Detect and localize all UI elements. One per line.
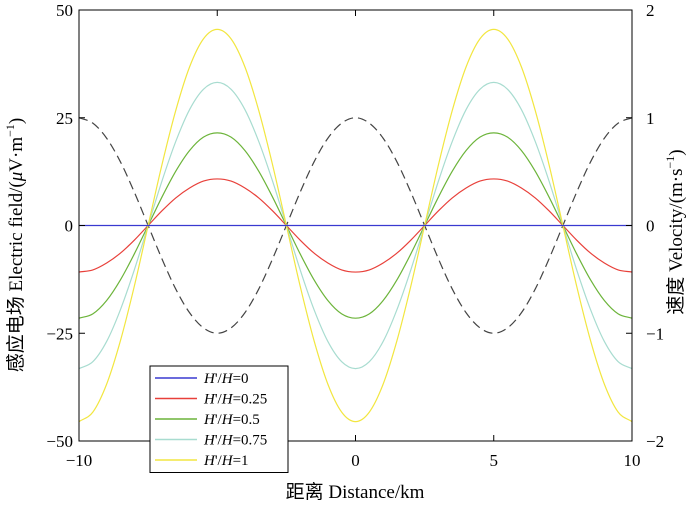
y-left-tick-label: 25 [56, 109, 73, 128]
legend: H'/H=0 H'/H=0.25 H'/H=0.5 H'/H=0.75 H'/H=1 [149, 365, 289, 473]
y-right-tick-label: 1 [646, 109, 655, 128]
x-tick-label: −10 [66, 451, 93, 470]
y-axis-title-right-part-3: ) [666, 149, 687, 155]
y-left-tick-label: −25 [46, 324, 73, 343]
y-axis-title-left-sup: −1 [3, 124, 17, 137]
x-axis-title: 距离 Distance/km [286, 481, 425, 503]
y-axis-title-left: 感应电场 Electric field/(μV·m−1) [3, 118, 27, 372]
y-axis-title-left-part-5: ) [6, 118, 27, 124]
y-axis-title-left-part-3: V·m [6, 137, 27, 172]
x-tick-label: 5 [490, 451, 499, 470]
legend-entry-label: H'/H=0.25 [203, 392, 267, 408]
y-axis-title-left-part-2: μ [6, 172, 27, 183]
legend-entry-label: H'/H=0.75 [203, 433, 267, 449]
y-left-tick-label: −50 [46, 432, 73, 451]
legend-entry-label: H'/H=0.5 [203, 412, 260, 428]
y-left-tick-label: 50 [56, 1, 73, 20]
x-tick-label: 10 [624, 451, 641, 470]
y-axis-title-right-sup: −1 [663, 156, 677, 169]
efield-series-line-3 [78, 81, 633, 370]
y-right-tick-label: −2 [646, 432, 664, 451]
efield-series-line-4 [78, 28, 633, 423]
series-layer [78, 28, 633, 423]
legend-entry-label: H'/H=0 [203, 371, 249, 387]
efield-series-line-2 [78, 132, 633, 319]
y-right-tick-label: 0 [646, 217, 655, 236]
y-right-tick-label: −1 [646, 324, 664, 343]
y-left-tick-label: 0 [65, 217, 74, 236]
efield-series-line-1 [78, 178, 633, 273]
y-axis-title-left-part-1: 感应电场 Electric field/( [5, 181, 27, 372]
x-tick-label: 0 [351, 451, 360, 470]
legend-entry-label: H'/H=1 [203, 453, 249, 469]
y-right-tick-label: 2 [646, 1, 655, 20]
y-axis-title-right-part-1: 速度 Velocity/(m·s [665, 168, 687, 314]
y-axis-title-right: 速度 Velocity/(m·s−1) [663, 149, 687, 314]
